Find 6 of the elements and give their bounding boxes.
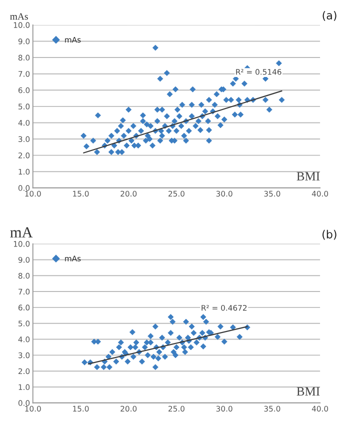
y-axis-title: mA [10, 227, 33, 238]
x-axis-title: BMI [296, 172, 320, 180]
x-axis-title: BMI [296, 387, 320, 396]
text: (b) [322, 230, 336, 240]
text: (a) [322, 10, 336, 21]
y-axis-title: mAs [10, 13, 28, 20]
